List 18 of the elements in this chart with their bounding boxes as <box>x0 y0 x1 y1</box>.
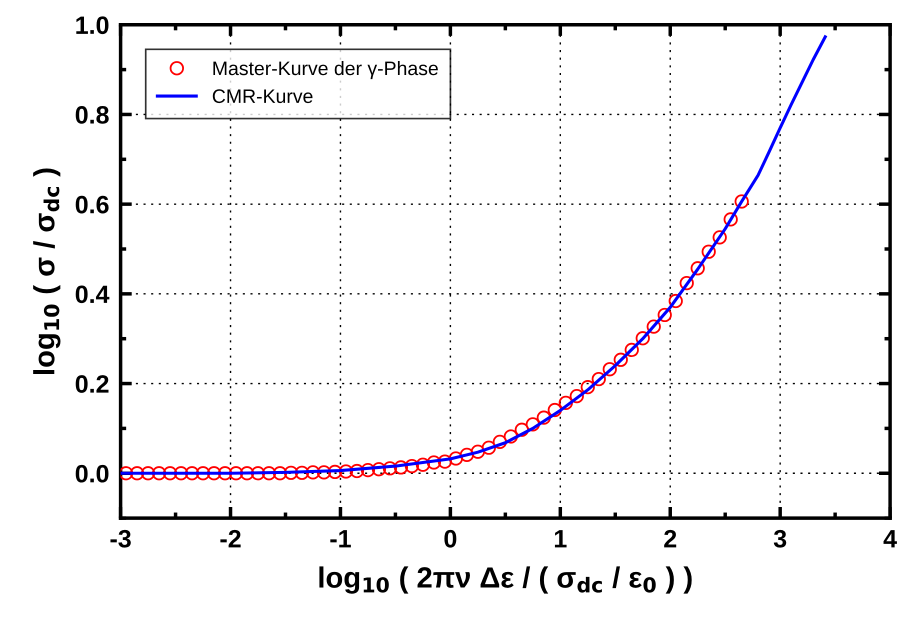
y-tick-label: 0.4 <box>76 285 110 304</box>
y-tick-label: 0.2 <box>76 375 108 393</box>
legend-label: Master-Kurve der γ-Phase <box>213 60 438 80</box>
y-tick-label: 1.0 <box>76 16 108 34</box>
x-tick-label: 2 <box>664 530 676 548</box>
x-axis-title: log$_{10}$ ( 2πν Δε / ( σ$_{dc}$ / ε$_{0}$ ) ) <box>319 566 692 594</box>
y-tick-label: 0.8 <box>76 106 109 124</box>
y-tick-label: 0.6 <box>76 196 109 214</box>
x-tick-label: -1 <box>330 530 351 548</box>
x-tick-label: -3 <box>110 530 131 548</box>
y-tick-label: 0.0 <box>76 464 108 483</box>
x-tick-label: 0 <box>444 530 456 548</box>
x-tick-label: 3 <box>774 530 786 548</box>
x-tick-label: 1 <box>554 530 567 548</box>
y-axis-title: log$_{10}$ ( σ / σ$_{dc}$ ) <box>33 168 60 374</box>
legend-label: CMR-Kurve <box>212 89 313 104</box>
x-tick-label: 4 <box>884 530 897 548</box>
x-tick-label: -2 <box>220 530 241 548</box>
